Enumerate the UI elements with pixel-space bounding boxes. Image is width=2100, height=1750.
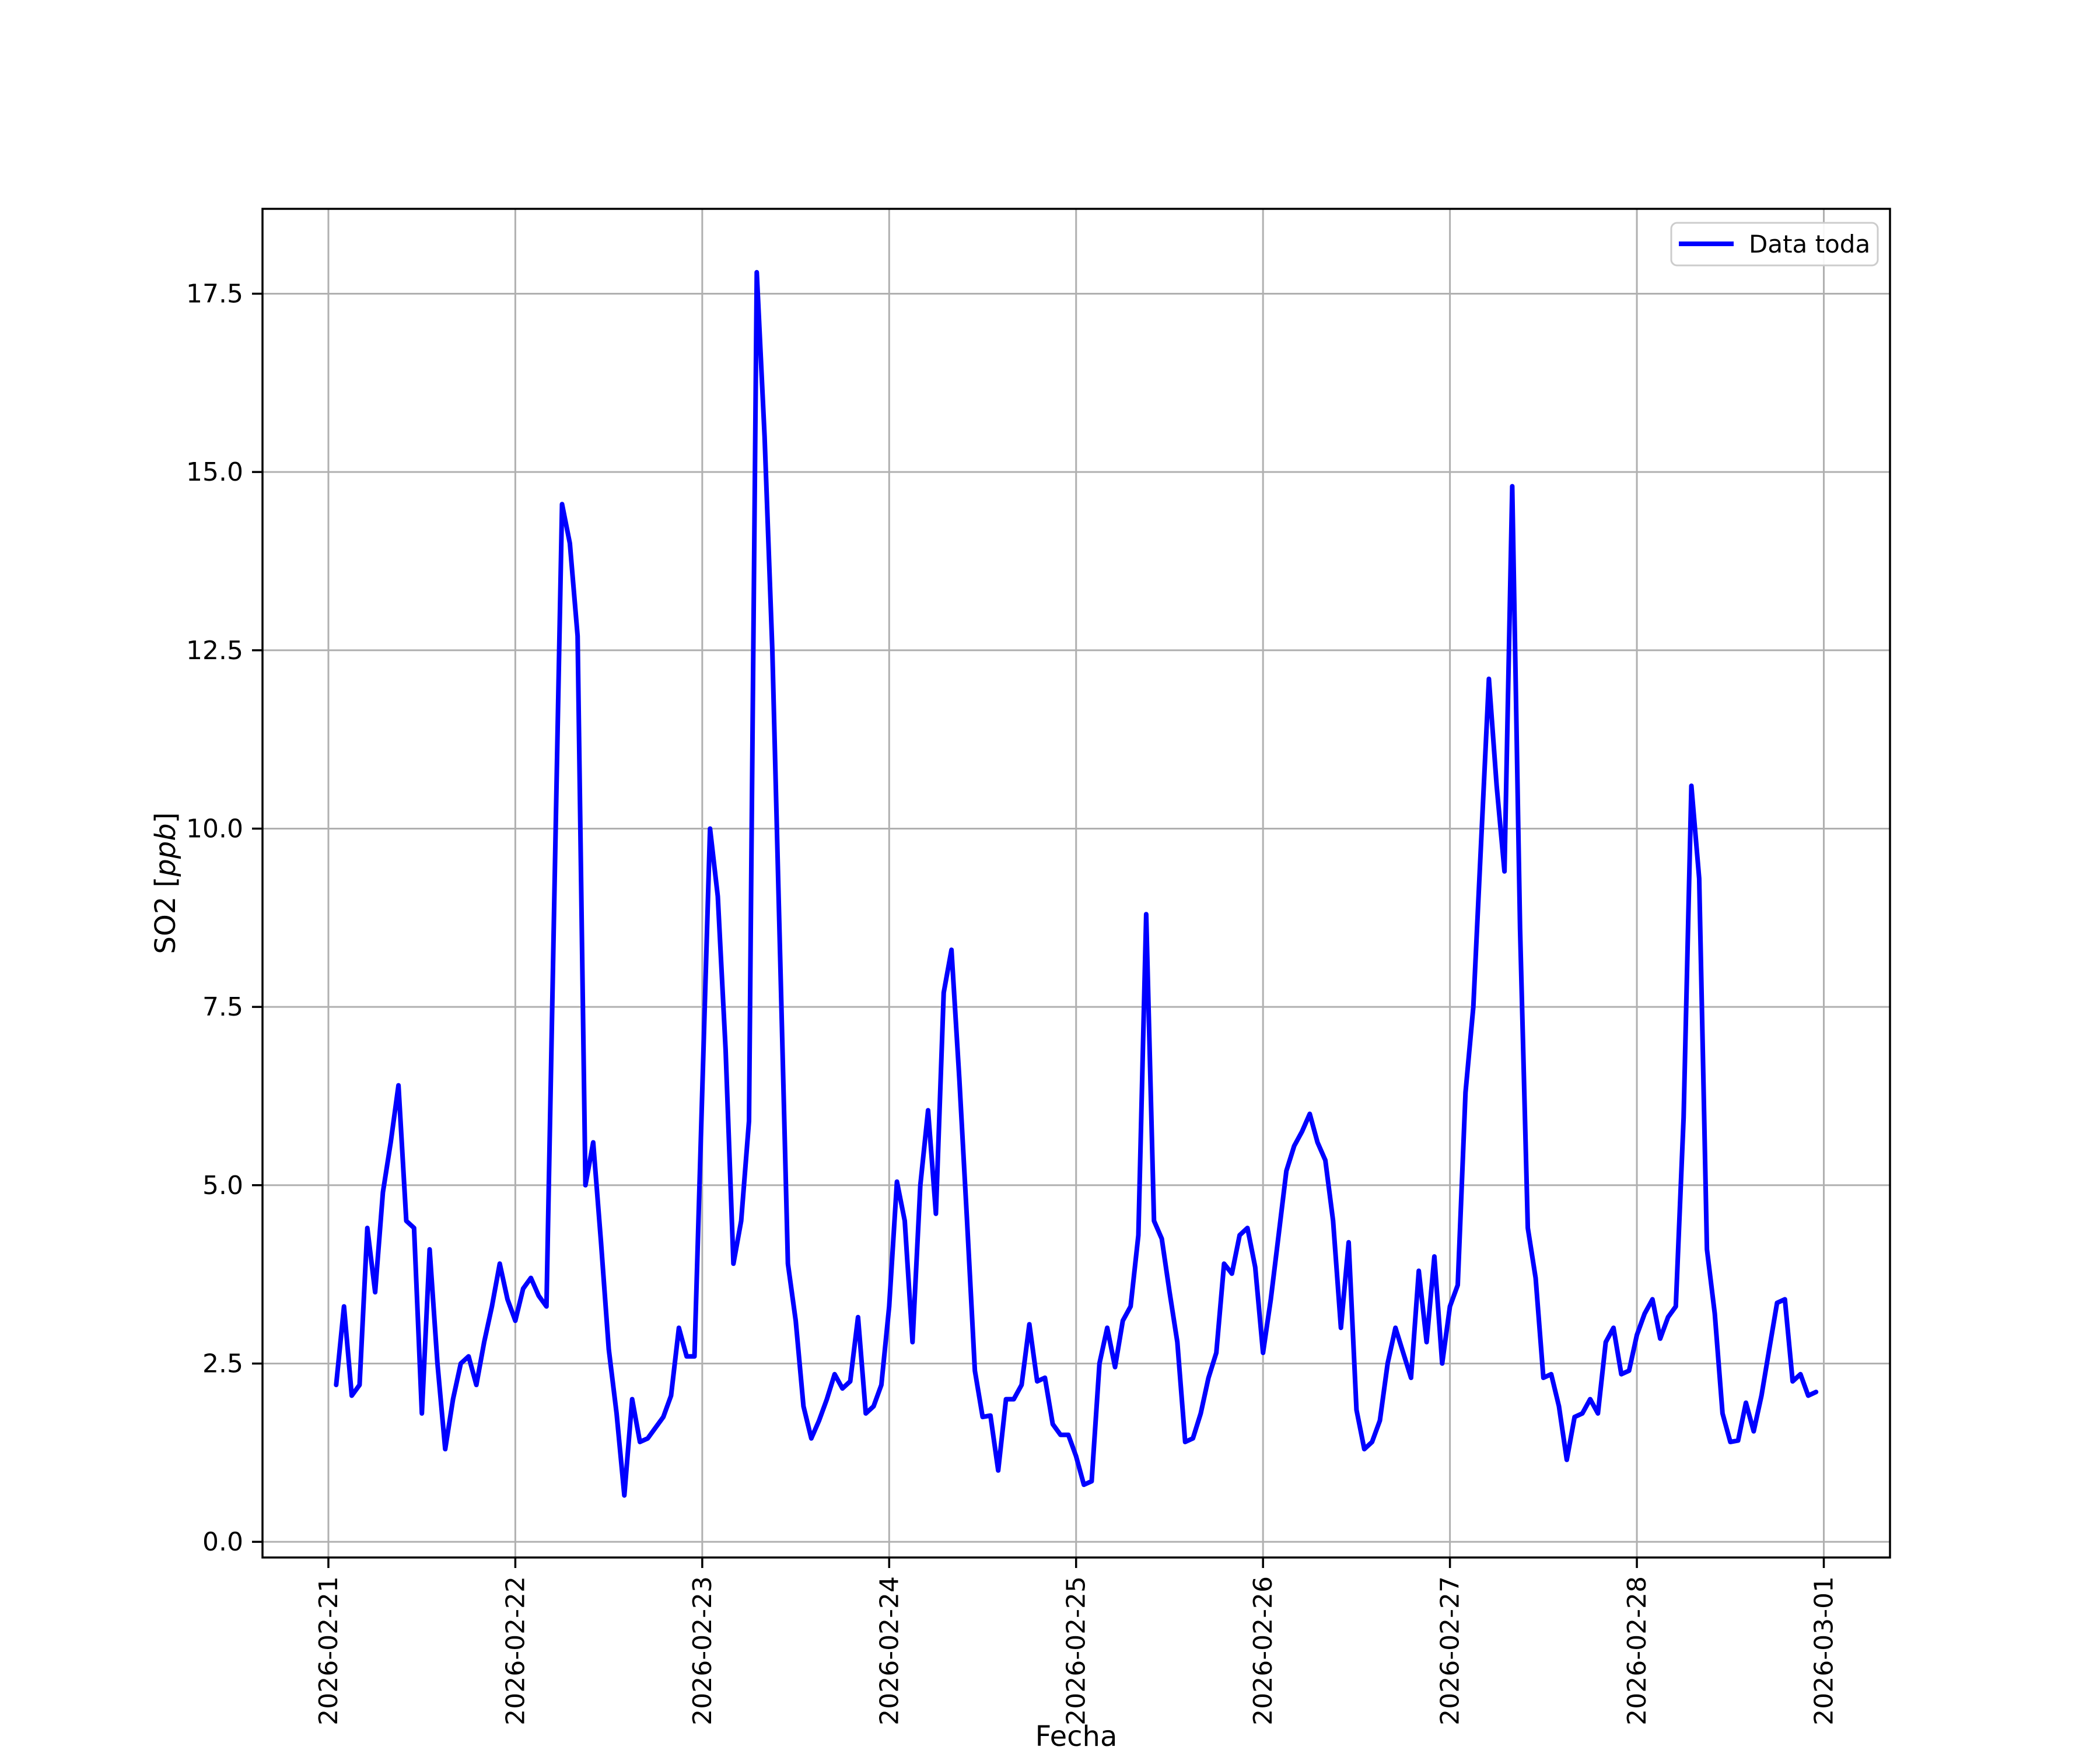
x-tick-label: 2026-02-23 xyxy=(688,1576,718,1726)
gridlines xyxy=(262,209,1890,1558)
data-line-series xyxy=(334,270,1819,1498)
x-tick-label: 2026-02-26 xyxy=(1248,1576,1278,1726)
y-axis-ticks: 0.0 2.5 5.0 7.5 10.0 12.5 15.0 17.5 xyxy=(186,279,262,1557)
x-tick-label: 2026-02-21 xyxy=(314,1576,344,1726)
y-tick-label: 15.0 xyxy=(186,457,243,487)
x-tick-label: 2026-02-25 xyxy=(1062,1576,1091,1726)
legend-label: Data toda xyxy=(1749,230,1870,258)
legend: Data toda xyxy=(1670,222,1879,267)
y-tick-label: 10.0 xyxy=(186,814,243,844)
legend-box xyxy=(1670,222,1879,267)
x-axis-label: Fecha xyxy=(1035,1720,1118,1750)
y-axis-label-units: ppb xyxy=(149,823,182,877)
x-tick-label: 2026-02-24 xyxy=(874,1576,904,1726)
x-axis-ticks: 2026-02-21 2026-02-22 2026-02-23 2026-02-24… xyxy=(314,1558,1839,1726)
y-tick-label: 0.0 xyxy=(202,1527,243,1557)
x-tick-label: 2026-03-01 xyxy=(1810,1576,1839,1726)
y-axis-label-suffix: ] xyxy=(149,813,182,824)
x-tick-label: 2026-02-28 xyxy=(1622,1576,1652,1726)
x-tick-label: 2026-02-27 xyxy=(1436,1576,1465,1726)
y-axis-label-prefix: SO2 [ xyxy=(149,877,182,954)
y-axis-label: SO2 [ppb] xyxy=(149,813,182,954)
y-tick-label: 2.5 xyxy=(202,1349,243,1378)
y-tick-label: 5.0 xyxy=(202,1171,243,1200)
x-tick-label: 2026-02-22 xyxy=(501,1576,530,1726)
y-tick-label: 12.5 xyxy=(186,636,243,666)
plot-frame xyxy=(261,208,1891,1559)
y-tick-label: 17.5 xyxy=(186,279,243,309)
y-tick-label: 7.5 xyxy=(202,992,243,1022)
